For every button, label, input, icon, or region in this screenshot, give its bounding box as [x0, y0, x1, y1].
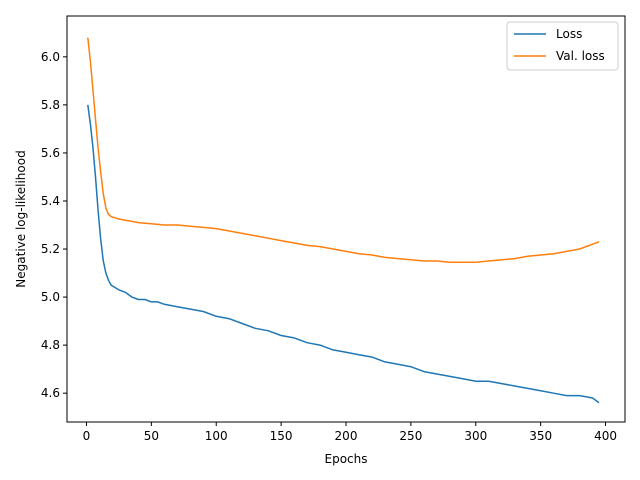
y-tick-label: 5.4: [41, 194, 60, 208]
x-tick-label: 0: [83, 429, 91, 443]
x-tick-label: 200: [335, 429, 358, 443]
y-tick-label: 5.8: [41, 98, 60, 112]
x-tick-label: 100: [205, 429, 228, 443]
y-tick-label: 6.0: [41, 50, 60, 64]
y-tick-label: 5.6: [41, 146, 60, 160]
series-line-loss: [87, 104, 600, 404]
x-tick-label: 350: [529, 429, 552, 443]
legend-label-val-loss: Val. loss: [556, 49, 605, 63]
y-tick-label: 5.2: [41, 242, 60, 256]
y-axis: 4.6 4.8 5.0 5.2 5.4 5.6 5.8 6.0: [41, 50, 67, 400]
x-tick-label: 300: [464, 429, 487, 443]
x-axis-label: Epochs: [325, 452, 368, 466]
y-axis-label: Negative log-likelihood: [14, 150, 28, 287]
x-tick-label: 50: [144, 429, 159, 443]
legend: Loss Val. loss: [506, 21, 619, 71]
y-tick-label: 4.8: [41, 338, 60, 352]
x-axis: 0 50 100 150 200 250 300 350 400: [83, 422, 617, 443]
plot-frame: [66, 15, 626, 423]
y-tick-label: 5.0: [41, 290, 60, 304]
x-tick-label: 400: [594, 429, 617, 443]
series-line-val-loss: [87, 37, 600, 263]
y-tick-label: 4.6: [41, 386, 60, 400]
x-tick-label: 150: [270, 429, 293, 443]
x-tick-label: 250: [399, 429, 422, 443]
legend-label-loss: Loss: [556, 27, 582, 41]
series-layer: [87, 37, 600, 404]
